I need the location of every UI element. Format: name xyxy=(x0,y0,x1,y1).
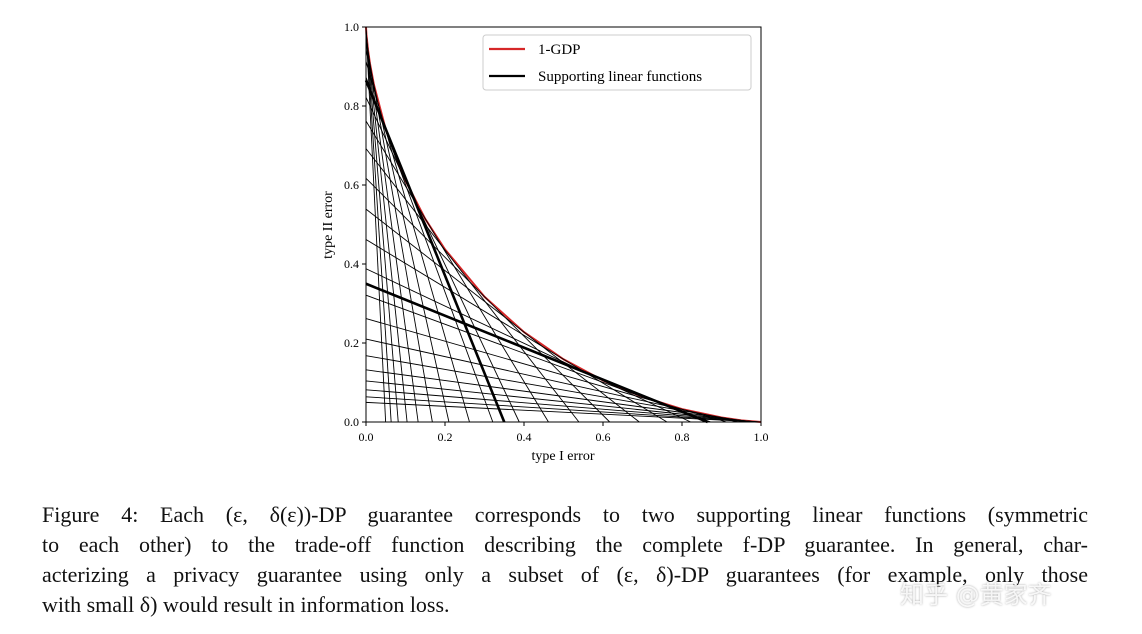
caption-line: acterizing a privacy guarantee using onl… xyxy=(42,562,1088,587)
x-tick-label: 1.0 xyxy=(754,430,769,444)
supporting-line xyxy=(365,148,580,423)
supporting-line xyxy=(365,31,408,423)
supporting-line xyxy=(365,239,668,423)
x-tick-label: 0.2 xyxy=(438,430,453,444)
y-tick-label: 0.8 xyxy=(344,99,359,113)
supporting-line xyxy=(365,380,757,423)
y-tick-label: 0.6 xyxy=(344,178,359,192)
legend-label: Supporting linear functions xyxy=(538,69,702,85)
caption-line: Figure 4: Each (ε, δ(ε))-DP guarantee co… xyxy=(42,502,1088,527)
y-tick-label: 0.2 xyxy=(344,336,359,350)
x-tick-label: 0.4 xyxy=(517,430,532,444)
legend-box xyxy=(482,34,752,91)
supporting-line xyxy=(365,35,419,423)
chart: type I error type II error 0.0 0.2 0.4 0.6 0… xyxy=(321,20,769,464)
y-tick-label: 0.4 xyxy=(344,257,359,271)
watermark: 知乎 @黄家齐 xyxy=(900,581,1052,609)
bold-supporting-line xyxy=(364,79,506,423)
bold-supporting-line xyxy=(365,282,709,424)
supporting-line xyxy=(365,177,611,423)
caption-line: with small δ) would result in informatio… xyxy=(42,592,450,617)
x-tick-label: 0.6 xyxy=(596,430,611,444)
supporting-line xyxy=(365,29,399,423)
caption-line: to each other) to the trade-off function… xyxy=(42,532,1088,557)
x-axis-label: type I error xyxy=(532,449,595,464)
supporting-line xyxy=(365,27,387,423)
y-tick-label: 1.0 xyxy=(344,20,359,34)
legend-label: 1-GDP xyxy=(538,42,581,58)
supporting-line xyxy=(365,401,761,423)
y-axis-label: type II error xyxy=(321,191,336,259)
y-tick-label: 0.0 xyxy=(344,415,359,429)
x-tick-label: 0.0 xyxy=(359,430,374,444)
supporting-line xyxy=(365,120,549,423)
supporting-line xyxy=(365,389,759,423)
x-tick-label: 0.8 xyxy=(675,430,690,444)
supporting-line xyxy=(365,369,753,423)
plot-frame xyxy=(365,26,762,423)
supporting-line xyxy=(365,208,640,423)
